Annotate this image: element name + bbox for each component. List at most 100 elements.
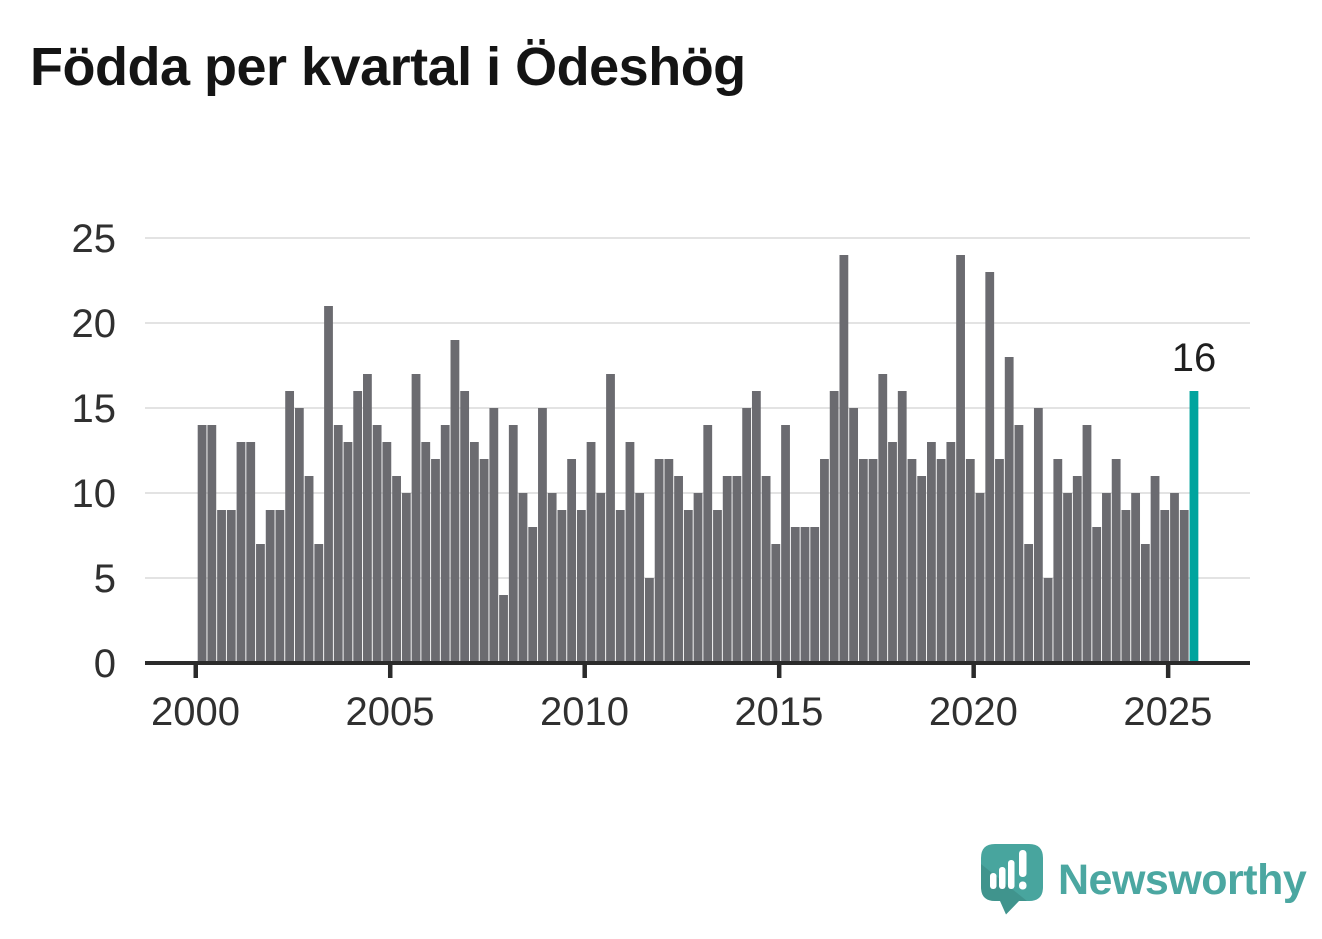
bar — [703, 425, 713, 663]
bar — [790, 527, 800, 663]
bar — [897, 391, 907, 663]
x-tick-mark — [971, 665, 976, 678]
bar — [431, 459, 440, 663]
bar — [236, 442, 246, 663]
bar — [460, 391, 470, 663]
bar — [1004, 357, 1014, 663]
bar — [1043, 578, 1053, 663]
bar — [1024, 544, 1034, 663]
newsworthy-watermark: Newsworthy — [981, 844, 1307, 916]
bar — [654, 459, 664, 663]
bar — [1102, 493, 1111, 663]
bar — [265, 510, 275, 663]
bar — [800, 527, 810, 663]
bar — [1033, 408, 1043, 663]
bar — [508, 425, 518, 663]
x-tick-label: 2010 — [540, 690, 629, 734]
bar — [761, 476, 771, 663]
bar — [858, 459, 868, 663]
bar — [625, 442, 635, 663]
highlight-bar — [1189, 391, 1199, 663]
bar — [401, 493, 411, 663]
bar — [839, 255, 849, 663]
bar — [557, 510, 567, 663]
x-tick-label: 2000 — [151, 690, 240, 734]
bar — [936, 459, 946, 663]
bar — [751, 391, 761, 663]
bar — [256, 544, 265, 663]
bar — [927, 442, 936, 663]
bar — [1111, 459, 1121, 663]
bar — [411, 374, 421, 663]
bar — [518, 493, 528, 663]
bar — [304, 476, 314, 663]
bar — [781, 425, 790, 663]
x-tick-mark — [776, 665, 782, 678]
gridline — [145, 407, 1250, 409]
bar — [547, 493, 557, 663]
bar — [246, 442, 256, 663]
bar — [693, 493, 703, 663]
bar — [1150, 476, 1160, 663]
bar — [975, 493, 985, 663]
bar — [888, 442, 897, 663]
bar — [197, 425, 207, 663]
y-tick-label: 15 — [72, 387, 117, 431]
last-bar-value-label: 16 — [1171, 336, 1217, 380]
bar — [1121, 510, 1131, 663]
bar — [314, 544, 324, 663]
bar — [956, 255, 965, 663]
bar — [1160, 510, 1170, 663]
bar — [333, 425, 343, 663]
bar — [1014, 425, 1024, 663]
bar — [324, 306, 333, 663]
bar — [810, 527, 820, 663]
bar — [917, 476, 927, 663]
bar — [489, 408, 499, 663]
bar — [1092, 527, 1102, 663]
bar — [683, 510, 693, 663]
bar — [1179, 510, 1189, 663]
bar — [275, 510, 285, 663]
bar — [615, 510, 625, 663]
x-tick-label: 2020 — [929, 690, 1018, 734]
bar — [868, 459, 878, 663]
x-tick-label: 2015 — [734, 690, 823, 734]
bar — [538, 408, 547, 663]
bar — [878, 374, 888, 663]
y-tick-label: 0 — [94, 642, 116, 686]
bar — [946, 442, 956, 663]
x-tick-mark — [1165, 665, 1171, 678]
bar — [1082, 425, 1092, 663]
bar — [382, 442, 392, 663]
bar — [1170, 493, 1179, 663]
x-tick-label: 2025 — [1123, 690, 1212, 734]
y-tick-label: 10 — [72, 472, 117, 516]
bar — [567, 459, 577, 663]
bar — [528, 527, 538, 663]
bar — [363, 374, 372, 663]
bar — [450, 340, 460, 663]
bar — [965, 459, 975, 663]
bar — [907, 459, 917, 663]
bar — [606, 374, 615, 663]
bar — [440, 425, 450, 663]
bar — [820, 459, 829, 663]
bar — [664, 459, 674, 663]
x-tick-mark — [193, 665, 198, 678]
bar — [586, 442, 596, 663]
y-tick-label: 5 — [94, 557, 116, 601]
bar — [1131, 493, 1141, 663]
bar — [645, 578, 654, 663]
bar — [1140, 544, 1150, 663]
bar — [1072, 476, 1082, 663]
x-axis-baseline — [145, 661, 1250, 665]
bar — [713, 510, 722, 663]
newsworthy-logo-text: Newsworthy — [1058, 855, 1307, 904]
newsworthy-logo-icon — [981, 844, 1043, 915]
x-tick-mark — [582, 665, 587, 678]
bar — [674, 476, 683, 663]
chart-title: Födda per kvartal i Ödeshög — [30, 37, 746, 97]
x-tick-mark — [387, 665, 393, 678]
bar — [392, 476, 401, 663]
